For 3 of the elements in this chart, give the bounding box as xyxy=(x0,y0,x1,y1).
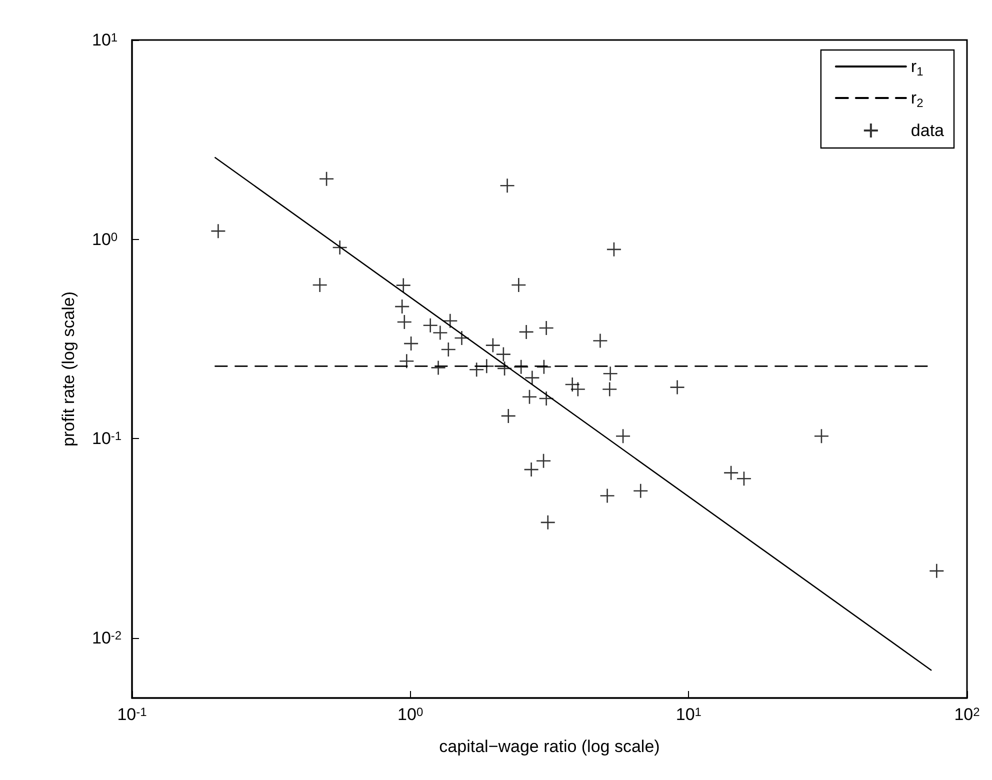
legend-label: data xyxy=(910,121,945,140)
x-axis-title: capital−wage ratio (log scale) xyxy=(439,737,660,756)
y-axis-title: profit rate (log scale) xyxy=(59,292,78,446)
